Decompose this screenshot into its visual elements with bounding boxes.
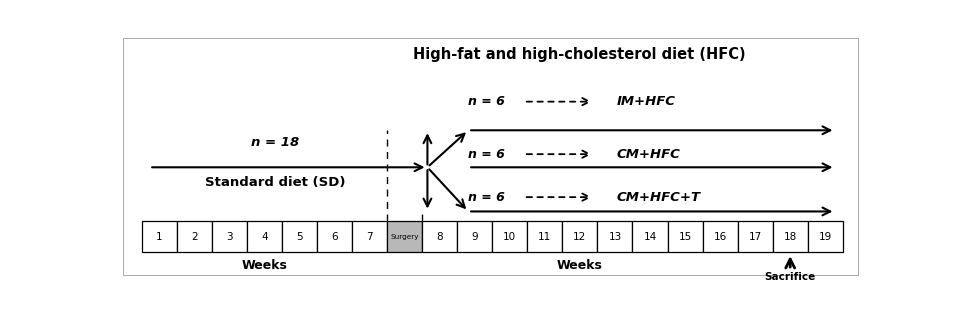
Text: 17: 17 xyxy=(748,232,762,241)
Text: Sacrifice: Sacrifice xyxy=(765,272,815,282)
Text: 18: 18 xyxy=(784,232,797,241)
Text: n = 6: n = 6 xyxy=(468,95,505,108)
Text: Standard diet (SD): Standard diet (SD) xyxy=(205,176,345,189)
Text: 13: 13 xyxy=(609,232,622,241)
Text: IM+HFC: IM+HFC xyxy=(616,95,676,108)
FancyBboxPatch shape xyxy=(633,221,668,252)
Text: CM+HFC+T: CM+HFC+T xyxy=(616,191,701,204)
FancyBboxPatch shape xyxy=(597,221,633,252)
FancyBboxPatch shape xyxy=(808,221,843,252)
Text: High-fat and high-cholesterol diet (HFC): High-fat and high-cholesterol diet (HFC) xyxy=(413,47,746,62)
Text: 1: 1 xyxy=(156,232,163,241)
Text: Surgery: Surgery xyxy=(390,233,419,240)
Text: 6: 6 xyxy=(331,232,338,241)
FancyBboxPatch shape xyxy=(563,221,597,252)
FancyBboxPatch shape xyxy=(738,221,772,252)
FancyBboxPatch shape xyxy=(317,221,352,252)
Text: n = 18: n = 18 xyxy=(252,136,300,149)
Text: 9: 9 xyxy=(472,232,478,241)
Text: 15: 15 xyxy=(679,232,692,241)
FancyBboxPatch shape xyxy=(247,221,282,252)
Text: 4: 4 xyxy=(261,232,268,241)
FancyBboxPatch shape xyxy=(772,221,808,252)
Text: CM+HFC: CM+HFC xyxy=(616,148,680,161)
Text: 8: 8 xyxy=(436,232,443,241)
Text: 10: 10 xyxy=(503,232,517,241)
Text: 5: 5 xyxy=(297,232,302,241)
FancyBboxPatch shape xyxy=(352,221,388,252)
Text: Weeks: Weeks xyxy=(557,259,603,272)
Text: Weeks: Weeks xyxy=(241,259,287,272)
Text: 16: 16 xyxy=(714,232,726,241)
FancyBboxPatch shape xyxy=(702,221,738,252)
Text: 14: 14 xyxy=(643,232,657,241)
Text: 2: 2 xyxy=(191,232,198,241)
FancyBboxPatch shape xyxy=(668,221,702,252)
Text: n = 6: n = 6 xyxy=(468,148,505,161)
FancyBboxPatch shape xyxy=(282,221,317,252)
Text: 3: 3 xyxy=(226,232,233,241)
FancyBboxPatch shape xyxy=(388,221,422,252)
Text: 11: 11 xyxy=(538,232,551,241)
FancyBboxPatch shape xyxy=(211,221,247,252)
Text: 19: 19 xyxy=(818,232,832,241)
FancyBboxPatch shape xyxy=(457,221,492,252)
FancyBboxPatch shape xyxy=(422,221,457,252)
Text: n = 6: n = 6 xyxy=(468,191,505,204)
FancyBboxPatch shape xyxy=(142,221,177,252)
FancyBboxPatch shape xyxy=(492,221,527,252)
FancyBboxPatch shape xyxy=(177,221,211,252)
Text: 7: 7 xyxy=(367,232,373,241)
FancyBboxPatch shape xyxy=(527,221,563,252)
Text: 12: 12 xyxy=(573,232,587,241)
